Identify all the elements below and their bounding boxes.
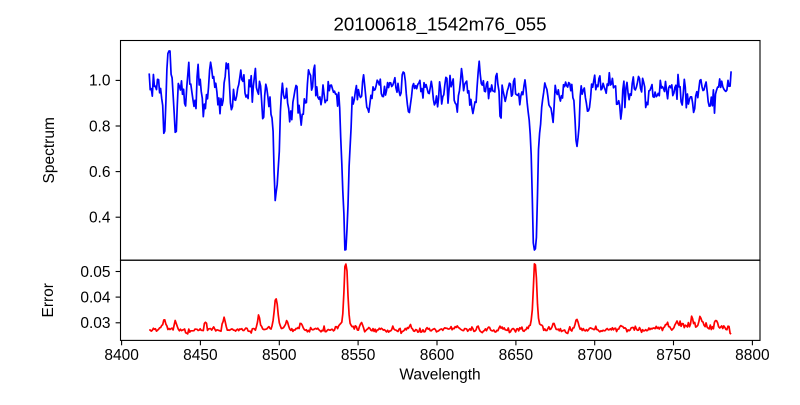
svg-text:8500: 8500 — [262, 347, 297, 364]
svg-text:0.6: 0.6 — [89, 164, 111, 181]
svg-text:8650: 8650 — [499, 347, 534, 364]
svg-text:0.04: 0.04 — [80, 289, 111, 306]
svg-text:0.4: 0.4 — [89, 210, 111, 227]
svg-text:8800: 8800 — [735, 347, 770, 364]
svg-text:8750: 8750 — [656, 347, 691, 364]
svg-text:1.0: 1.0 — [89, 73, 111, 90]
svg-text:0.03: 0.03 — [80, 315, 110, 332]
svg-text:Wavelength: Wavelength — [399, 367, 480, 384]
svg-text:Spectrum: Spectrum — [41, 117, 58, 183]
svg-text:8600: 8600 — [420, 347, 455, 364]
svg-text:8700: 8700 — [577, 347, 612, 364]
svg-text:0.8: 0.8 — [89, 118, 111, 135]
svg-text:0.05: 0.05 — [80, 264, 110, 281]
svg-text:8550: 8550 — [341, 347, 376, 364]
svg-text:8450: 8450 — [183, 347, 218, 364]
svg-text:8400: 8400 — [104, 347, 139, 364]
svg-text:Error: Error — [40, 283, 57, 317]
svg-text:20100618_1542m76_055: 20100618_1542m76_055 — [333, 14, 546, 36]
